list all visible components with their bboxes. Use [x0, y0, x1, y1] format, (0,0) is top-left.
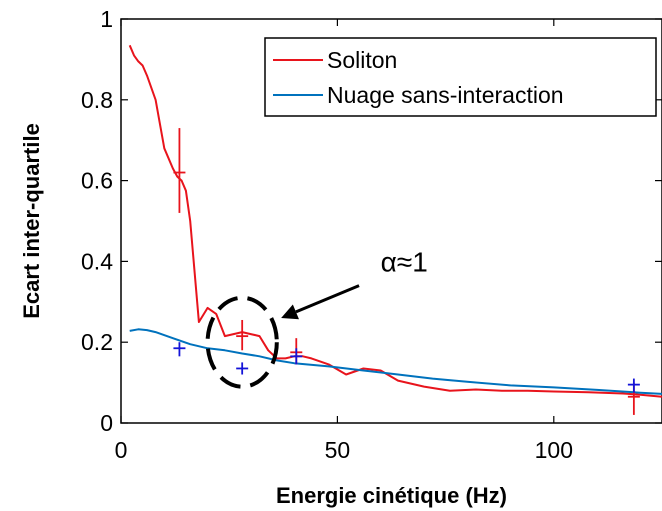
axes-box — [120, 18, 662, 424]
y-tick-label: 1 — [100, 6, 113, 32]
error-point — [173, 342, 186, 357]
annotation-arrowhead — [281, 304, 299, 320]
x-tick-label: 50 — [325, 437, 351, 463]
error-point — [627, 378, 640, 393]
annotation-arrow — [295, 284, 360, 314]
highlight-circle — [205, 295, 279, 389]
y-tick-label: 0 — [100, 410, 113, 436]
y-axis: 0 0.2 0.4 0.6 0.8 1 — [81, 6, 662, 436]
plot-area — [120, 18, 662, 424]
y-tick-label: 0.8 — [81, 87, 113, 113]
x-tick-label: 0 — [115, 437, 128, 463]
error-point — [236, 319, 249, 351]
error-bars — [173, 128, 640, 415]
legend-box — [264, 37, 657, 117]
y-tick-label: 0.2 — [81, 329, 113, 355]
annotation: α≈1 — [205, 246, 428, 389]
series-line-soliton — [128, 44, 662, 398]
series-line-nuage — [129, 328, 662, 395]
y-axis-title: Ecart inter-quartile — [19, 123, 44, 319]
legend: Soliton Nuage sans-interaction — [264, 37, 657, 117]
error-point — [290, 348, 303, 365]
x-tick-label: 100 — [535, 437, 573, 463]
x-axis: 0 50 100 — [115, 19, 573, 463]
series-layer — [128, 44, 662, 398]
y-tick-label: 0.4 — [81, 248, 113, 274]
legend-label: Soliton — [327, 47, 397, 73]
y-tick-label: 0.6 — [81, 168, 113, 194]
error-point — [236, 362, 249, 375]
error-point — [173, 128, 186, 213]
legend-label: Nuage sans-interaction — [327, 82, 564, 108]
x-axis-title: Energie cinétique (Hz) — [276, 483, 507, 508]
annotation-label: α≈1 — [381, 246, 428, 277]
